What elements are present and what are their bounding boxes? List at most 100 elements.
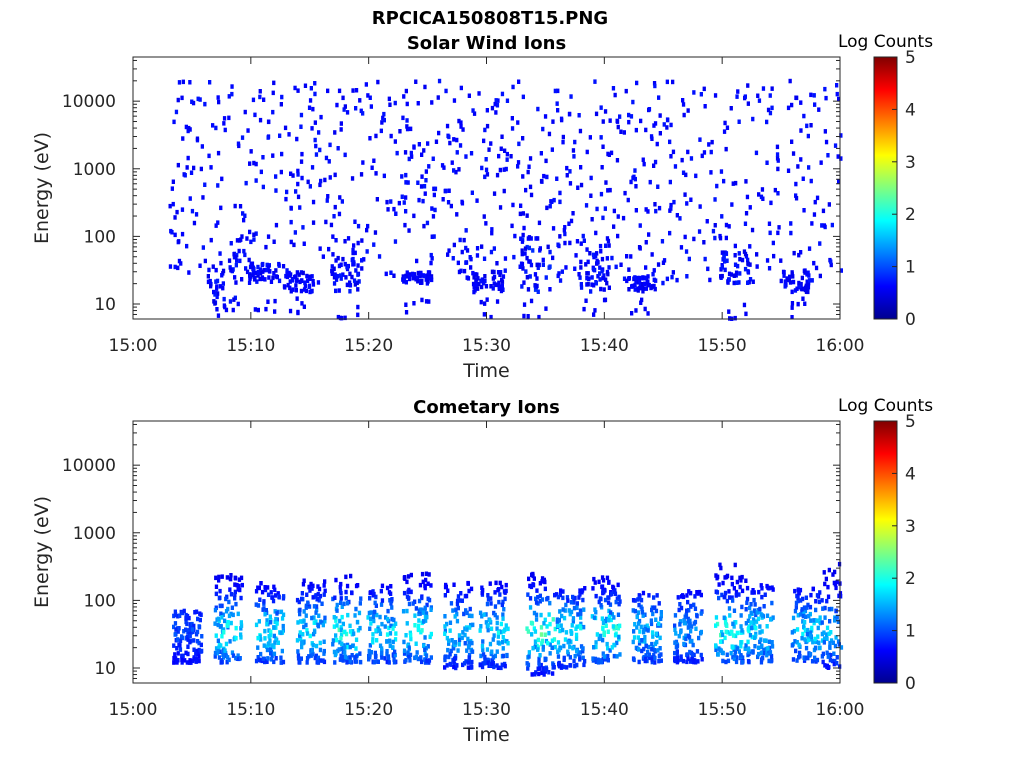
data-pixel (745, 585, 750, 591)
data-pixel (636, 275, 640, 281)
data-pixel (675, 650, 679, 655)
data-pixel (601, 626, 605, 631)
data-pixel (248, 273, 252, 278)
data-pixel (595, 260, 599, 265)
data-pixel (753, 635, 757, 640)
data-pixel (466, 636, 470, 642)
data-pixel (611, 86, 616, 91)
data-pixel (793, 639, 797, 644)
data-pixel (545, 174, 549, 180)
data-pixel (401, 115, 405, 121)
data-pixel (314, 593, 318, 598)
data-pixel (536, 666, 540, 671)
data-pixel (302, 578, 306, 583)
data-pixel (824, 576, 828, 582)
data-pixel (650, 136, 654, 141)
data-pixel (344, 596, 348, 601)
data-pixel (426, 270, 431, 275)
data-pixel (500, 662, 504, 668)
data-pixel (480, 165, 484, 171)
data-pixel (635, 614, 639, 620)
data-pixel (526, 662, 531, 668)
data-pixel (721, 580, 725, 586)
data-pixel (323, 177, 327, 183)
data-pixel (653, 655, 657, 661)
data-pixel (692, 236, 696, 242)
data-pixel (618, 652, 622, 657)
data-pixel (387, 590, 392, 595)
data-pixel (295, 597, 300, 603)
data-pixel (496, 270, 501, 275)
data-pixel (480, 585, 484, 590)
data-pixel (334, 238, 338, 243)
data-pixel (443, 593, 447, 598)
data-pixel (313, 655, 317, 661)
data-pixel (575, 605, 579, 610)
data-pixel (496, 630, 501, 635)
data-pixel (305, 628, 309, 633)
data-pixel (212, 289, 216, 295)
data-pixel (354, 606, 358, 612)
data-pixel (424, 618, 428, 623)
data-pixel (654, 608, 659, 614)
colorbar-tick-label: 1 (905, 258, 916, 278)
data-pixel (734, 593, 738, 598)
data-pixel (455, 137, 459, 143)
data-pixel (229, 573, 233, 578)
data-pixel (538, 593, 542, 599)
data-pixel (770, 86, 774, 91)
data-pixel (430, 256, 434, 261)
data-pixel (452, 98, 457, 103)
data-pixel (697, 229, 702, 234)
data-pixel (295, 270, 299, 275)
data-pixel (227, 258, 232, 263)
data-pixel (683, 192, 687, 197)
data-pixel (640, 285, 644, 291)
data-pixel (341, 658, 345, 663)
data-pixel (738, 256, 742, 262)
data-pixel (722, 178, 726, 184)
data-pixel (746, 639, 750, 645)
data-pixel (802, 624, 806, 629)
data-pixel (289, 171, 293, 176)
data-pixel (256, 307, 260, 313)
data-pixel (272, 271, 276, 276)
data-pixel (378, 614, 382, 620)
data-pixel (739, 578, 743, 583)
data-pixel (828, 640, 832, 646)
data-pixel (820, 654, 824, 659)
data-pixel (299, 656, 303, 661)
data-pixel (577, 272, 581, 277)
data-pixel (670, 274, 674, 280)
data-pixel (368, 95, 372, 100)
data-pixel (767, 639, 771, 644)
data-pixel (452, 659, 456, 664)
data-pixel (471, 270, 475, 276)
data-pixel (760, 594, 764, 600)
data-pixel (322, 639, 326, 644)
data-pixel (653, 159, 658, 165)
data-pixel (797, 280, 801, 286)
data-pixel (813, 657, 817, 663)
data-pixel (217, 99, 221, 105)
x-tick-label: 16:00 (816, 700, 865, 720)
data-pixel (413, 623, 417, 628)
y-tick-label: 10000 (62, 456, 116, 476)
data-pixel (560, 613, 564, 619)
data-pixel (633, 168, 637, 173)
data-pixel (313, 91, 317, 97)
data-pixel (304, 622, 308, 628)
data-pixel (615, 158, 620, 163)
data-pixel (801, 631, 805, 637)
data-pixel (578, 275, 582, 280)
data-pixel (411, 601, 415, 606)
data-pixel (383, 656, 387, 661)
data-pixel (757, 98, 762, 103)
data-pixel (582, 306, 586, 312)
data-pixel (644, 275, 648, 281)
data-pixel (616, 233, 620, 239)
data-pixel (353, 250, 357, 256)
data-pixel (573, 266, 577, 271)
data-pixel (679, 629, 683, 635)
data-pixel (490, 269, 495, 275)
